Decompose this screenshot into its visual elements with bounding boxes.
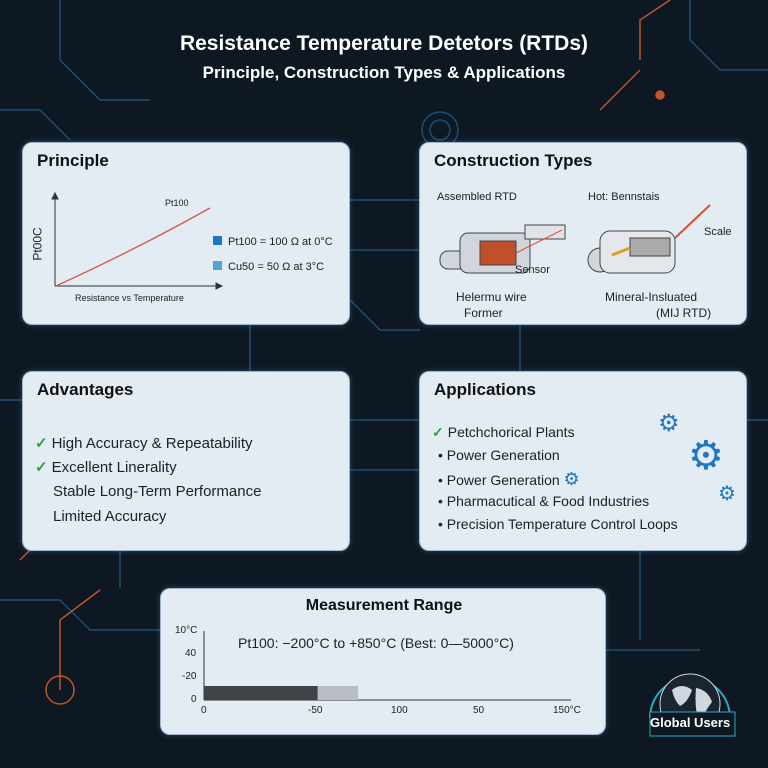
advantages-card: Advantages ✓ High Accuracy & Repeatabilit… [22,371,350,551]
left-caption-1: Helermu wire [456,290,527,304]
y-axis-label: Pt00C [30,227,45,261]
application-item: • Pharmacutical & Food Industries [438,493,650,509]
advantage-item: Limited Accuracy [53,508,167,525]
assembled-rtd-label: Assembled RTD [437,191,517,203]
application-item: • Precision Temperature Control Loops [438,516,678,532]
x-tick: -50 [308,705,323,716]
gear-icon: ⚙ [563,469,580,489]
mineral-insulated-rtd-drawing [587,204,711,274]
y-tick: 10°C [175,625,198,636]
left-caption-2: Former [464,306,503,320]
principle-heading: Principle [37,151,109,170]
globe-icon [649,673,736,737]
x-tick: 100 [391,705,408,716]
applications-heading: Applications [434,380,537,399]
x-tick: 150°C [553,705,581,716]
range-note: Pt100: −200°C to +850°C (Best: 0—5000°C) [238,635,514,651]
advantages-heading: Advantages [37,380,134,399]
measurement-range-card: Measurement Range Pt100: −200°C to +850°… [160,588,606,735]
gear-icon: ⚙ [718,483,736,505]
page-subtitle: Principle, Construction Types & Applicat… [202,63,566,82]
mi-rtd-label: Hot: Bennstais [588,191,660,203]
y-tick: 40 [185,648,197,659]
right-caption-2: (MIJ RTD) [656,306,712,320]
page-title: Resistance Temperature Detetors (RTDs) [179,32,589,55]
principle-card: Principle Pt100 Pt00C Resistance vs Temp… [22,142,350,325]
principle-chart [51,191,224,290]
x-tick: 0 [201,705,207,716]
x-axis-label: Resistance vs Temperature [75,293,184,303]
y-tick: 0 [191,694,197,705]
check-icon: ✓ [35,435,48,452]
sensor-callout: Sensor [515,264,550,276]
global-users-label: Global Users [650,715,731,730]
advantage-item: ✓ High Accuracy & Repeatability [35,435,253,452]
applications-card: Applications ✓ Petchchorical Plants • Pow… [419,371,747,551]
range-bar-best [317,686,359,700]
range-heading: Measurement Range [305,597,463,614]
gear-icon: ⚙ [688,434,724,478]
construction-card: Construction Types Assembled RTD Sensor … [419,142,747,325]
x-tick: 50 [473,705,485,716]
range-chart [203,631,571,701]
application-item: ✓ Petchchorical Plants [432,424,575,440]
legend-swatch-pt100 [213,236,222,245]
check-icon: ✓ [432,424,444,440]
legend-pt100: Pt100 = 100 Ω at 0°C [228,236,333,248]
y-tick: -20 [182,671,197,682]
range-bar-full [204,686,318,700]
curve-label: Pt100 [165,198,189,208]
legend-swatch-cu50 [213,261,222,270]
construction-heading: Construction Types [434,151,593,170]
rtd-illustrations [439,204,711,274]
right-caption-1: Mineral-Insluated [605,290,698,304]
legend-cu50: Cu50 = 50 Ω at 3°C [228,261,325,273]
scale-callout: Scale [704,226,732,238]
check-icon: ✓ [35,459,48,476]
advantage-item: ✓ Excellent Linerality [35,459,177,476]
application-item: • Power Generation ⚙ [438,469,580,489]
assembled-rtd-drawing [439,224,566,274]
application-item: • Power Generation [438,447,560,463]
advantage-item: Stable Long-Term Performance [53,483,262,500]
gear-icon: ⚙ [658,410,680,437]
pt100-curve [55,207,211,287]
